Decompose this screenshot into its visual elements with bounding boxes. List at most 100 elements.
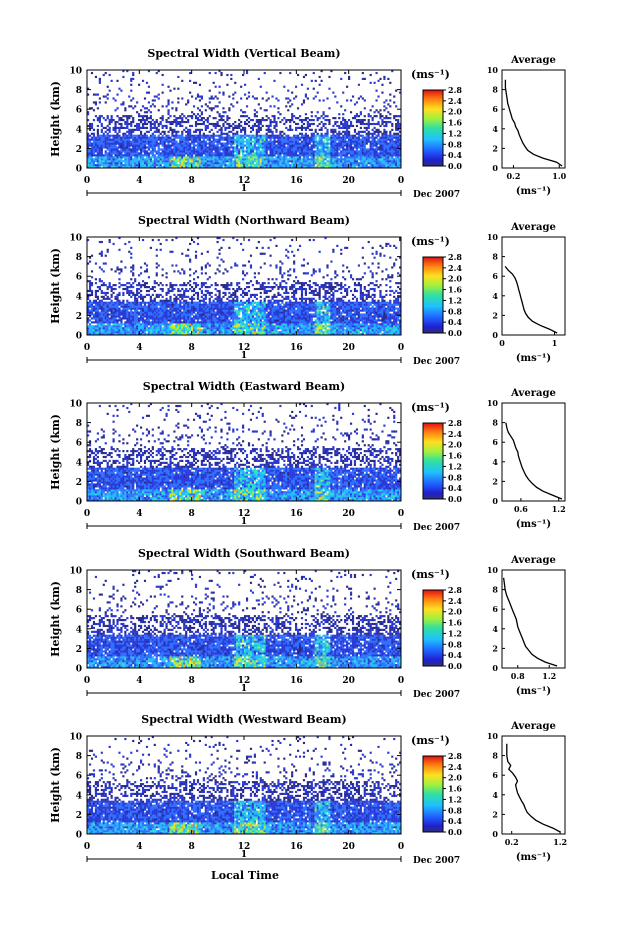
heatmap-cell (246, 156, 248, 158)
heatmap-cell (360, 95, 362, 97)
heatmap-cell (287, 139, 289, 141)
heatmap-cell (379, 158, 381, 160)
heatmap-cell (91, 162, 93, 164)
heatmap-cell (209, 162, 211, 164)
heatmap-cell (140, 131, 142, 133)
heatmap-cell (342, 144, 344, 146)
heatmap-cell (167, 109, 169, 111)
heatmap-cell (228, 131, 230, 133)
heatmap-cell (175, 164, 177, 166)
heatmap-cell (368, 160, 370, 162)
heatmap-cell (140, 290, 142, 292)
heatmap-cell (266, 125, 268, 127)
heatmap-cell (166, 139, 168, 141)
heatmap-cell (146, 321, 148, 323)
heatmap-cell (169, 164, 171, 166)
heatmap-cell (154, 95, 156, 97)
heatmap-cell (340, 150, 342, 152)
heatmap-cell (118, 294, 120, 296)
heatmap-cell (340, 144, 342, 146)
heatmap-cell (162, 144, 164, 146)
heatmap-cell (144, 152, 146, 154)
heatmap-cell (226, 141, 228, 143)
heatmap-cell (95, 164, 97, 166)
heatmap-cell (236, 152, 238, 154)
heatmap-cell (377, 164, 379, 166)
heatmap-cell (97, 286, 99, 288)
heatmap-cell (191, 111, 193, 113)
heatmap-cell (356, 141, 358, 143)
heatmap-cell (199, 313, 201, 315)
heatmap-cell (201, 105, 203, 107)
heatmap-cell (348, 148, 350, 150)
heatmap-cell (144, 121, 146, 123)
heatmap-cell (169, 160, 171, 162)
heatmap-cell (364, 164, 366, 166)
heatmap-cell (350, 154, 352, 156)
heatmap-cell (266, 115, 268, 117)
heatmap-cell (103, 117, 105, 119)
heatmap-cell (160, 310, 162, 312)
heatmap-cell (244, 111, 246, 113)
x-tick-label: 16 (290, 176, 303, 186)
heatmap-cell (260, 141, 262, 143)
heatmap-cell (275, 162, 277, 164)
heatmap-cell (350, 135, 352, 137)
heatmap-cell (91, 148, 93, 150)
heatmap-cell (279, 131, 281, 133)
heatmap-cell (199, 141, 201, 143)
heatmap-cell (122, 76, 124, 78)
heatmap-cell (222, 133, 224, 135)
heatmap-cell (332, 156, 334, 158)
heatmap-cell (175, 298, 177, 300)
heatmap-cell (140, 156, 142, 158)
heatmap-cell (187, 141, 189, 143)
heatmap-cell (185, 288, 187, 290)
heatmap-cell (164, 329, 166, 331)
heatmap-cell (338, 133, 340, 135)
heatmap-cell (113, 288, 115, 290)
heatmap-cell (189, 298, 191, 300)
heatmap-cell (344, 158, 346, 160)
heatmap-cell (114, 304, 116, 306)
heatmap-cell (128, 292, 130, 294)
heatmap-cell (248, 92, 250, 94)
heatmap-cell (266, 135, 268, 137)
heatmap-cell (114, 146, 116, 148)
heatmap-cell (283, 152, 285, 154)
heatmap-cell (234, 148, 236, 150)
heatmap-cell (387, 152, 389, 154)
heatmap-cell (95, 306, 97, 308)
heatmap-cell (254, 137, 256, 139)
heatmap-cell (211, 97, 213, 99)
heatmap-cell (197, 243, 199, 245)
heatmap-cell (185, 310, 187, 312)
heatmap-cell (132, 315, 134, 317)
heatmap-cell (185, 121, 187, 123)
heatmap-cell (162, 315, 164, 317)
heatmap-cell (377, 135, 379, 137)
heatmap-cell (169, 158, 171, 160)
heatmap-cell (183, 139, 185, 141)
heatmap-cell (101, 146, 103, 148)
heatmap-cell (356, 162, 358, 164)
heatmap-cell (209, 150, 211, 152)
heatmap-cell (391, 143, 393, 145)
heatmap-cell (185, 137, 187, 139)
heatmap-cell (114, 139, 116, 141)
heatmap-cell (277, 150, 279, 152)
heatmap-cell (162, 137, 164, 139)
heatmap-cell (289, 152, 291, 154)
heatmap-cell (93, 300, 95, 302)
heatmap-cell (109, 241, 111, 243)
heatmap-cell (120, 304, 122, 306)
heatmap-cell (377, 160, 379, 162)
heatmap-cell (364, 115, 366, 117)
heatmap-cell (264, 152, 266, 154)
heatmap-cell (109, 137, 111, 139)
heatmap-cell (358, 97, 360, 99)
heatmap-cell (132, 313, 134, 315)
heatmap-cell (156, 164, 158, 166)
heatmap-cell (375, 109, 377, 111)
heatmap-cell (99, 160, 101, 162)
